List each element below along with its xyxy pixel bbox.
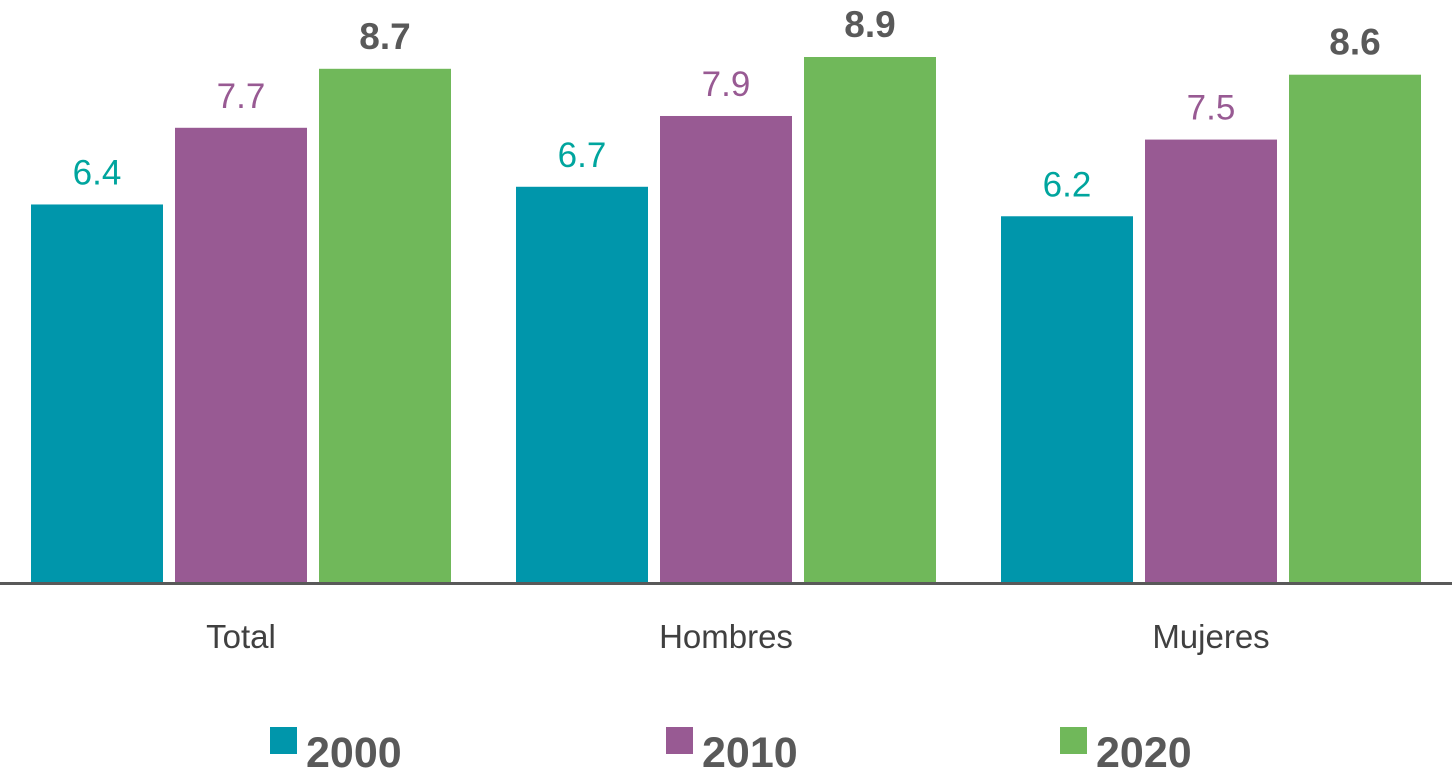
value-label-total-2020: 8.7: [359, 16, 410, 57]
bar-hombres-2000: [516, 186, 648, 583]
category-label-mujeres: Mujeres: [1152, 618, 1269, 655]
bar-mujeres-2020: [1289, 74, 1421, 583]
value-label-hombres-2010: 7.9: [702, 65, 751, 104]
bar-total-2000: [31, 204, 163, 582]
value-labels-layer: 6.4 7.7 8.7 6.7 7.9 8.9 6.2 7.5 8.6: [73, 4, 1381, 204]
legend: 2000 2010 2020: [270, 727, 1192, 777]
value-label-total-2010: 7.7: [217, 77, 266, 116]
legend-label-2000: 2000: [306, 729, 402, 777]
legend-label-2010: 2010: [702, 729, 798, 777]
bar-mujeres-2010: [1145, 139, 1277, 582]
bar-hombres-2020: [804, 57, 936, 582]
value-label-hombres-2020: 8.9: [844, 4, 895, 45]
bar-mujeres-2000: [1001, 216, 1133, 583]
value-label-mujeres-2010: 7.5: [1187, 89, 1236, 128]
legend-swatch-2000: [270, 727, 297, 754]
bar-total-2020: [319, 68, 451, 583]
legend-swatch-2010: [666, 727, 693, 754]
value-label-hombres-2000: 6.7: [558, 136, 607, 175]
value-label-mujeres-2000: 6.2: [1043, 165, 1092, 204]
category-label-hombres: Hombres: [659, 618, 793, 655]
value-label-mujeres-2020: 8.6: [1329, 22, 1380, 63]
legend-label-2020: 2020: [1096, 729, 1192, 777]
category-labels-layer: Total Hombres Mujeres: [206, 618, 1270, 655]
value-label-total-2000: 6.4: [73, 153, 122, 192]
bar-hombres-2010: [660, 115, 792, 582]
bars-layer: [31, 57, 1421, 583]
legend-swatch-2020: [1060, 727, 1087, 754]
category-label-total: Total: [206, 618, 276, 655]
bar-total-2010: [175, 127, 307, 583]
